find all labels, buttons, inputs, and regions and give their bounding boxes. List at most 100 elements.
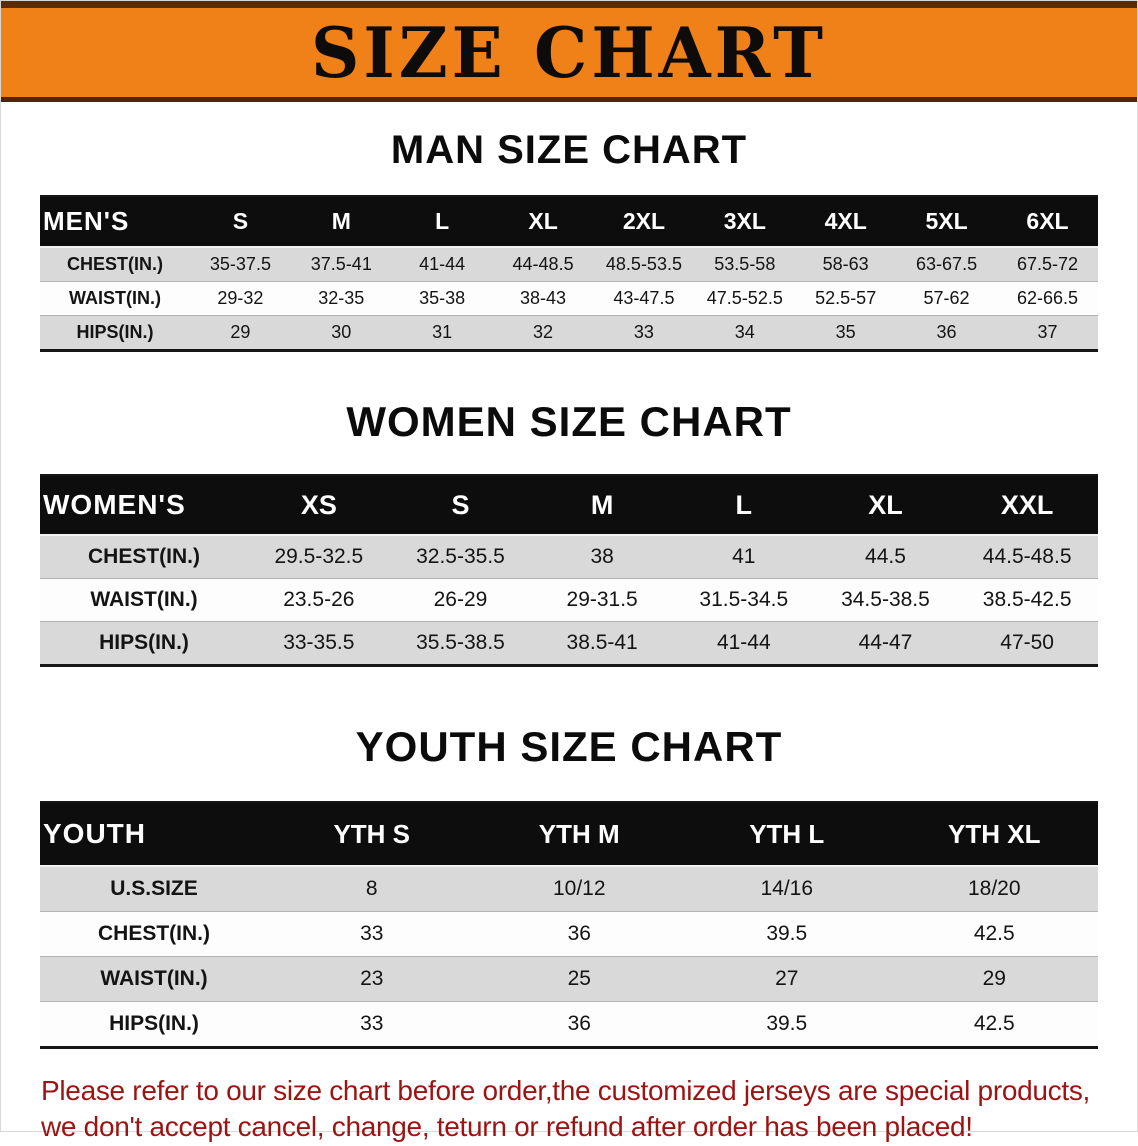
value-cell: 35 <box>795 315 897 351</box>
size-header-cell: M <box>331 208 351 234</box>
value-cell: 31.5-34.5 <box>672 578 815 622</box>
value-cell: 26-29 <box>389 578 532 622</box>
size-header-cell: XXL <box>1000 489 1054 520</box>
value-cell: 41-44 <box>419 254 466 274</box>
value-cell: 32-35 <box>290 281 392 316</box>
value-cell: 33-35.5 <box>248 621 390 666</box>
value-cell: 43-47.5 <box>593 281 695 316</box>
table-corner-label: YOUTH <box>43 818 146 849</box>
value-cell: 37 <box>997 315 1098 351</box>
value-cell: 32 <box>492 315 594 351</box>
table-head: MEN'S S M L XL 2XL 3XL 4XL 5XL 6XL <box>40 196 1098 247</box>
value-cell: 36 <box>896 315 997 351</box>
value-cell: 41-44 <box>672 621 815 666</box>
table-body: U.S.SIZE 8 10/12 14/16 18/20 CHEST(IN.) 33 36 39… <box>40 866 1098 1048</box>
value-cell: 42.5 <box>890 911 1098 957</box>
value-cell: 23 <box>268 956 476 1002</box>
value-cell: 34.5-38.5 <box>814 578 957 622</box>
women-size-chart-table: WOMEN'S XS S M L XL XXL CHEST(IN.) 29.5-32.5 32.5… <box>40 474 1098 667</box>
value-cell: 58-63 <box>822 254 869 274</box>
value-cell: 29 <box>190 315 291 351</box>
size-header-cell: 3XL <box>723 208 766 234</box>
value-cell: 47-50 <box>956 621 1098 666</box>
table-row: HIPS(IN.) 33 36 39.5 42.5 <box>40 1001 1098 1048</box>
value-cell: 53.5-58 <box>714 254 776 274</box>
table-corner-label: WOMEN'S <box>43 489 186 520</box>
table-row: WAIST(IN.) 23 25 27 29 <box>40 956 1098 1002</box>
value-cell: 14/16 <box>760 877 814 900</box>
table-row: HIPS(IN.) 29 30 31 32 33 34 35 36 37 <box>40 315 1098 351</box>
value-cell: 30 <box>290 315 392 351</box>
size-header-cell: XL <box>868 489 903 520</box>
size-header-cell: M <box>590 489 614 520</box>
size-header-cell: 2XL <box>622 208 666 234</box>
row-label-cell: U.S.SIZE <box>110 877 198 900</box>
table-header-row: WOMEN'S XS S M L XL XXL <box>40 475 1098 535</box>
size-header-cell: L <box>735 489 753 520</box>
value-cell: 29-31.5 <box>531 578 673 622</box>
size-header-cell: YTH S <box>333 818 411 849</box>
row-label-cell: CHEST(IN.) <box>40 911 268 957</box>
value-cell: 38.5-42.5 <box>956 578 1098 622</box>
youth-size-chart-heading: YOUTH SIZE CHART <box>355 723 783 770</box>
size-header-cell: YTH XL <box>948 818 1041 849</box>
row-label-cell: WAIST(IN.) <box>40 578 248 622</box>
sections-container: MAN SIZE CHART MEN'S S M L XL 2XL 3XL 4XL 5XL 6XL C… <box>1 128 1137 1049</box>
table-head: YOUTH YTH S YTH M YTH L YTH XL <box>40 802 1098 866</box>
value-cell: 42.5 <box>890 1001 1098 1048</box>
value-cell: 29-32 <box>190 281 291 316</box>
size-header-cell: L <box>435 208 450 234</box>
value-cell: 10/12 <box>552 877 606 900</box>
size-header-cell: 6XL <box>1026 208 1069 234</box>
value-cell: 18/20 <box>967 877 1021 900</box>
size-header-cell: S <box>451 489 470 520</box>
footer-note: Please refer to our size chart before or… <box>41 1073 1137 1146</box>
men-size-chart-section: MAN SIZE CHART MEN'S S M L XL 2XL 3XL 4XL 5XL 6XL C… <box>1 128 1137 352</box>
men-size-chart-heading: MAN SIZE CHART <box>390 128 748 172</box>
youth-size-chart-table: YOUTH YTH S YTH M YTH L YTH XL U.S.SIZE 8 10/12… <box>40 801 1098 1049</box>
men-size-chart-table: MEN'S S M L XL 2XL 3XL 4XL 5XL 6XL CHEST(IN.) 35-37… <box>40 195 1098 352</box>
row-label-cell: HIPS(IN.) <box>40 621 248 666</box>
table-row: U.S.SIZE 8 10/12 14/16 18/20 <box>40 866 1098 912</box>
value-cell: 38-43 <box>492 281 594 316</box>
value-cell: 57-62 <box>896 281 997 316</box>
value-cell: 35-37.5 <box>209 254 271 274</box>
value-cell: 37.5-41 <box>310 254 372 274</box>
row-label-cell: WAIST(IN.) <box>40 956 268 1002</box>
size-header-cell: XS <box>300 489 337 520</box>
value-cell: 39.5 <box>683 911 891 957</box>
table-corner-label: MEN'S <box>43 206 130 236</box>
footer-line-2: we don't accept cancel, change, teturn o… <box>41 1111 973 1143</box>
value-cell: 44.5 <box>865 545 906 568</box>
value-cell: 33 <box>268 911 476 957</box>
size-header-cell: S <box>232 208 249 234</box>
table-header-row: YOUTH YTH S YTH M YTH L YTH XL <box>40 802 1098 866</box>
value-cell: 31 <box>391 315 493 351</box>
size-header-cell: YTH M <box>538 818 620 849</box>
value-cell: 48.5-53.5 <box>605 254 682 274</box>
table-body: CHEST(IN.) 35-37.5 37.5-41 41-44 44-48.5 48.5… <box>40 247 1098 351</box>
value-cell: 32.5-35.5 <box>416 545 505 568</box>
table-row: CHEST(IN.) 29.5-32.5 32.5-35.5 38 41 44.5 44.5… <box>40 535 1098 579</box>
value-cell: 41 <box>732 545 756 568</box>
table-row: WAIST(IN.) 29-32 32-35 35-38 38-43 43-47.5 47.… <box>40 281 1098 316</box>
value-cell: 44.5-48.5 <box>982 545 1072 568</box>
table-head: WOMEN'S XS S M L XL XXL <box>40 475 1098 535</box>
value-cell: 62-66.5 <box>997 281 1098 316</box>
table-row: HIPS(IN.) 33-35.5 35.5-38.5 38.5-41 41-44 44-… <box>40 621 1098 666</box>
value-cell: 33 <box>593 315 695 351</box>
page-title: SIZE CHART <box>310 11 827 94</box>
value-cell: 35.5-38.5 <box>389 621 532 666</box>
value-cell: 44-48.5 <box>512 254 574 274</box>
row-label-cell: HIPS(IN.) <box>40 1001 268 1048</box>
value-cell: 29 <box>890 956 1098 1002</box>
value-cell: 38 <box>590 545 614 568</box>
value-cell: 67.5-72 <box>1016 254 1079 274</box>
women-size-chart-heading: WOMEN SIZE CHART <box>346 398 792 445</box>
table-row: WAIST(IN.) 23.5-26 26-29 29-31.5 31.5-34.5 34… <box>40 578 1098 622</box>
table-row: CHEST(IN.) 35-37.5 37.5-41 41-44 44-48.5 48.5… <box>40 247 1098 282</box>
table-header-row: MEN'S S M L XL 2XL 3XL 4XL 5XL 6XL <box>40 196 1098 247</box>
value-cell: 8 <box>365 877 378 900</box>
value-cell: 23.5-26 <box>248 578 390 622</box>
